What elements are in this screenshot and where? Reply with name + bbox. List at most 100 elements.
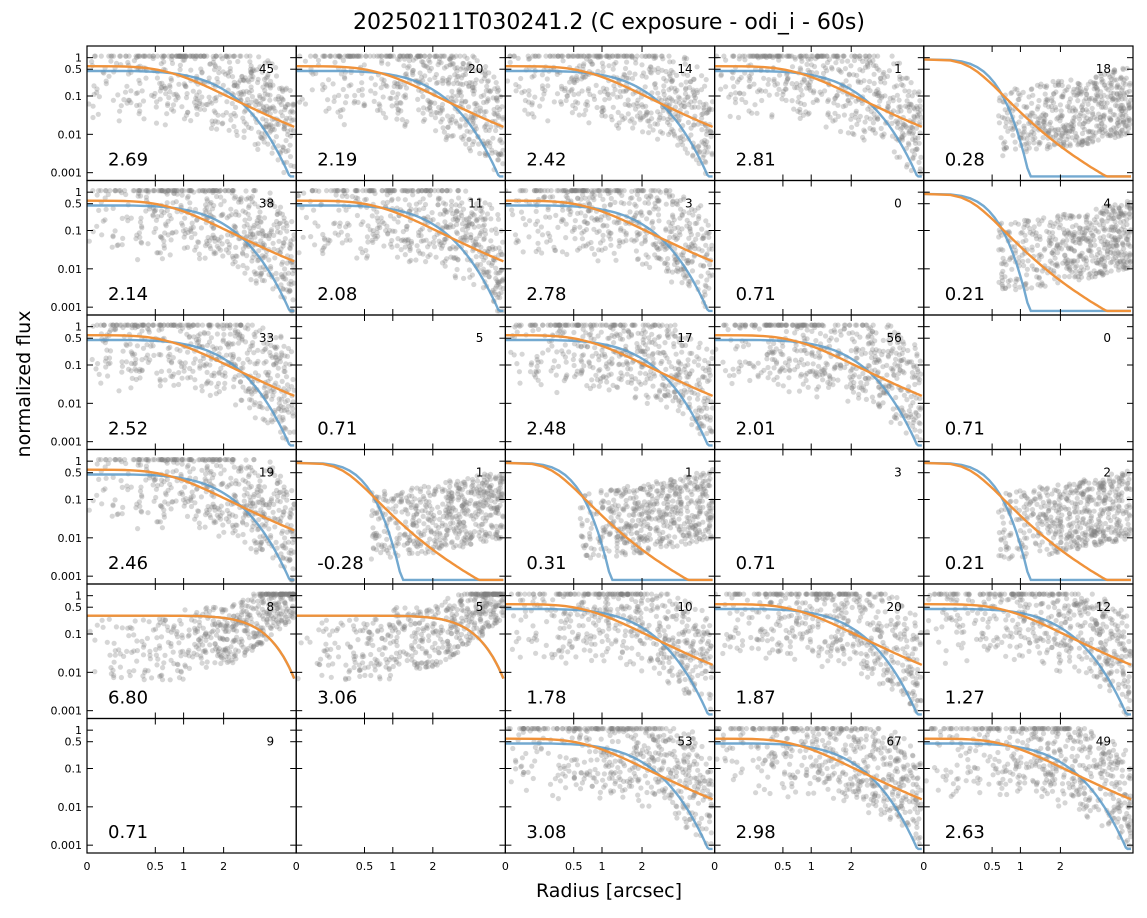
y-tick-label: 0.01 — [58, 801, 83, 814]
panel-count: 19 — [259, 466, 274, 480]
panel-22: 3.06 5 — [295, 583, 507, 720]
fit-curve-orange — [505, 603, 714, 666]
panel-count: 38 — [259, 197, 274, 211]
y-tick-label: 0.01 — [58, 532, 83, 545]
panel-19: 0.71 3 — [713, 448, 925, 585]
panel-7: 2.08 11 — [295, 179, 507, 316]
x-tick-label: 0.5 — [774, 860, 792, 873]
panel-16: 2.46 19 0.001 0.01 0.1 0.51 — [51, 448, 297, 585]
panel-plot-area — [505, 461, 715, 582]
fit-curve-orange — [296, 614, 505, 680]
x-tick-label: 0 — [293, 860, 300, 873]
panel-count: 11 — [468, 197, 483, 211]
panel-value: 0.31 — [526, 553, 566, 574]
panel-3: 2.42 14 — [504, 45, 716, 182]
panel-1: 2.69 45 0.001 0.01 0.1 0.51 — [51, 45, 297, 182]
x-tick-label: 2 — [639, 860, 646, 873]
panel-value: 2.81 — [736, 150, 776, 171]
x-tick-label: 0.5 — [983, 860, 1001, 873]
panel-value: 3.06 — [317, 688, 357, 709]
x-tick-label: 2 — [220, 860, 227, 873]
panel-8: 2.78 3 — [504, 179, 716, 316]
fit-curve-orange — [505, 461, 713, 582]
panel-count: 10 — [677, 600, 692, 614]
panel-count: 56 — [887, 331, 902, 345]
panel-plot-area — [296, 591, 506, 683]
panel-value: 6.80 — [108, 688, 148, 709]
x-tick-label: 0.5 — [565, 860, 583, 873]
x-tick-label: 0 — [920, 860, 927, 873]
panel-count: 67 — [887, 735, 902, 749]
panel-plot-area — [923, 192, 1133, 313]
panel-count: 49 — [1096, 735, 1111, 749]
panel-23: 1.78 10 — [504, 583, 716, 720]
panel-count: 5 — [476, 600, 484, 614]
panel-17: -0.28 1 — [295, 448, 507, 585]
fit-curve-orange — [714, 603, 923, 666]
y-tick-label: 0.5 — [65, 467, 83, 480]
panel-plot-area — [87, 457, 297, 583]
panel-plot-area — [923, 58, 1133, 178]
panel-14: 2.01 56 — [713, 314, 925, 451]
panel-count: 1 — [476, 466, 484, 480]
panel-count: 2 — [1103, 466, 1111, 480]
x-tick-label: 1 — [180, 860, 187, 873]
panel-6: 2.14 38 0.001 0.01 0.1 0.51 — [51, 179, 297, 316]
fit-curve-orange — [505, 737, 714, 801]
fit-curve-orange — [296, 461, 504, 582]
panel-count: 5 — [476, 331, 484, 345]
y-tick-label: 0.5 — [65, 332, 83, 345]
panel-value: 2.63 — [945, 822, 985, 843]
y-tick-label: 1 — [75, 590, 82, 603]
y-tick-label: 0.5 — [65, 198, 83, 211]
panel-18: 0.31 1 — [504, 448, 716, 585]
panel-count: 12 — [1096, 600, 1111, 614]
panel-count: 1 — [685, 466, 693, 480]
x-tick-label: 0.5 — [147, 860, 165, 873]
panel-27: 0 0.5 1 2 — [293, 717, 507, 873]
panel-plot-area — [296, 461, 506, 582]
panel-count: 18 — [1096, 62, 1111, 76]
panel-frame — [923, 717, 1134, 854]
y-tick-label: 1 — [75, 455, 82, 468]
panel-value: 2.48 — [526, 419, 566, 440]
fit-curve-orange — [87, 199, 295, 263]
y-tick-label: 1 — [75, 186, 82, 199]
fit-curve-orange — [505, 334, 714, 397]
x-tick-label: 1 — [389, 860, 396, 873]
panel-value: 2.19 — [317, 150, 357, 171]
x-axis-label: Radius [arcsec] — [535, 880, 683, 902]
panel-2: 2.19 20 — [295, 45, 507, 182]
panel-count: 1 — [894, 62, 902, 76]
panel-25: 1.27 12 — [923, 583, 1134, 720]
fit-curve-orange — [296, 65, 504, 128]
y-tick-label: 0.5 — [65, 63, 83, 76]
x-tick-label: 2 — [429, 860, 436, 873]
panel-value: 0.21 — [945, 553, 985, 574]
panel-4: 2.81 1 — [713, 45, 925, 182]
panel-value: 2.69 — [108, 150, 148, 171]
panel-value: 2.46 — [108, 553, 148, 574]
panel-plot-area — [505, 53, 715, 178]
x-tick-label: 1 — [599, 860, 606, 873]
panel-value: 1.78 — [526, 688, 566, 709]
panel-count: 8 — [267, 600, 275, 614]
y-tick-label: 0.01 — [58, 128, 83, 141]
y-tick-label: 0.1 — [65, 494, 83, 507]
fit-curve-orange — [923, 603, 1132, 666]
y-tick-label: 0.1 — [65, 359, 83, 372]
fit-curve-orange — [87, 468, 295, 532]
panel-count: 0 — [894, 197, 902, 211]
y-tick-label: 0.5 — [65, 601, 83, 614]
panel-plot-area — [714, 53, 924, 178]
panel-plot-area — [87, 188, 297, 314]
panel-plot-area — [923, 461, 1133, 582]
panel-21: 6.80 8 0.001 0.01 0.1 0.51 — [51, 583, 297, 720]
panel-value: 0.28 — [945, 150, 985, 171]
panel-11: 2.52 33 0.001 0.01 0.1 0.51 — [51, 314, 297, 451]
y-tick-label: 0.1 — [65, 763, 83, 776]
panel-count: 14 — [677, 62, 692, 76]
panel-20: 0.21 2 — [923, 448, 1134, 585]
panel-value: 0.71 — [736, 553, 776, 574]
y-tick-label: 0.001 — [51, 839, 83, 852]
